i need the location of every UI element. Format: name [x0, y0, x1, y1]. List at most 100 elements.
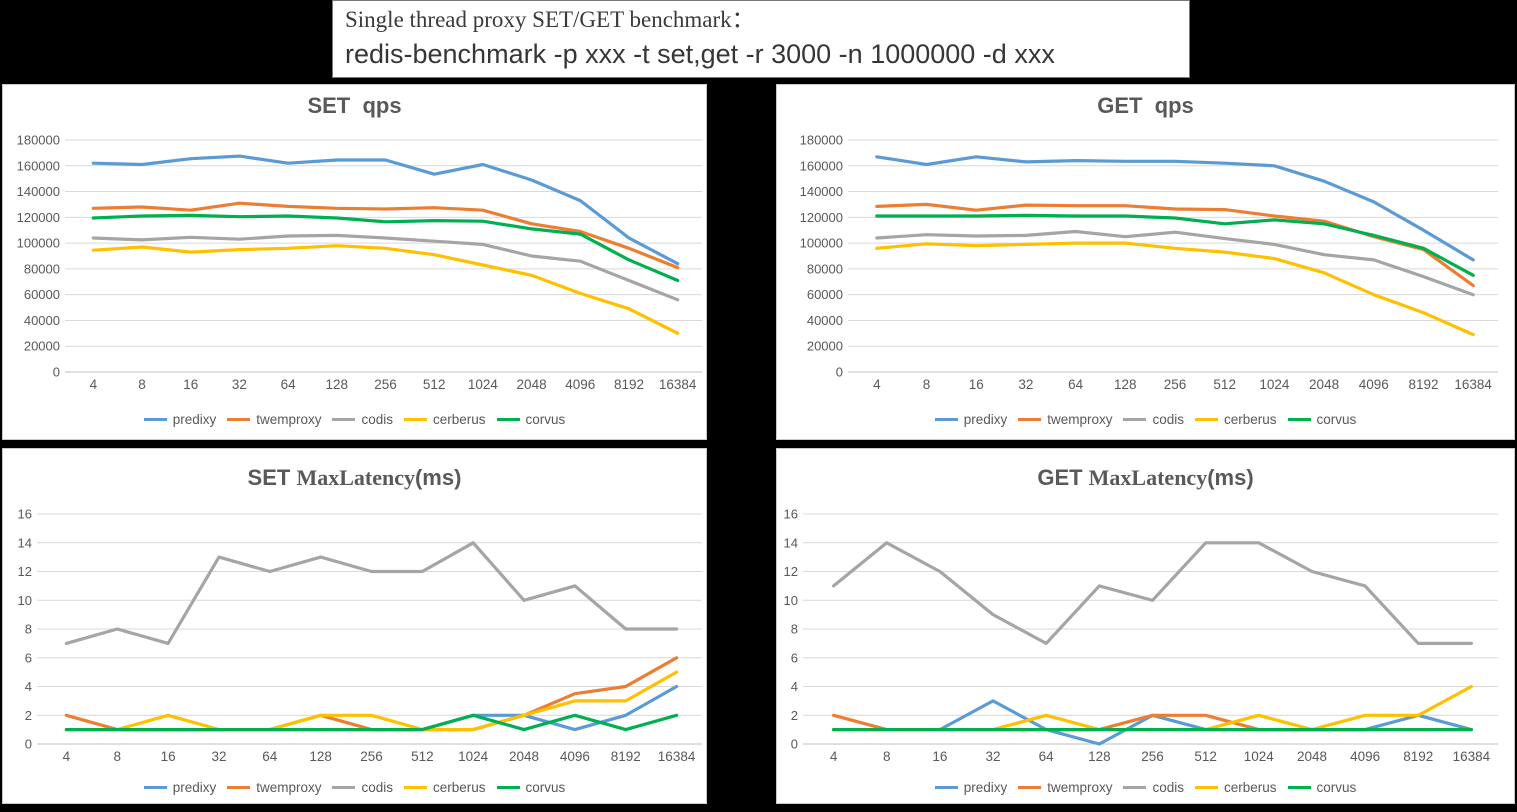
legend-label: predixy	[963, 780, 1008, 795]
legend-get-qps: predixy twemproxy codis cerberus corvus	[777, 412, 1514, 427]
chart-title-part: (ms)	[414, 465, 462, 490]
legend-item-codis: codis	[1123, 412, 1184, 427]
x-axis-tick-label: 128	[1088, 749, 1111, 764]
chart-panel-get-maxlatency: GET MaxLatency(ms) 0 2 4 6 8 10 12 14 16 4 8 16 32 64…	[776, 448, 1515, 804]
x-axis-tick-label: 2048	[517, 377, 547, 392]
x-axis-tick-label: 8	[114, 749, 122, 764]
x-axis-tick-label: 1024	[1244, 749, 1275, 764]
x-axis-tick-label: 16	[932, 749, 947, 764]
y-axis-tick-label: 16	[784, 507, 798, 522]
y-axis-tick-label: 160000	[800, 158, 843, 173]
legend-label: cerberus	[1224, 412, 1277, 427]
title-box: Single thread proxy SET/GET benchmark： r…	[332, 0, 1190, 78]
chart-title-part: GET	[1037, 465, 1089, 490]
y-axis-tick-label: 16	[18, 507, 32, 522]
x-axis-tick-label: 32	[232, 377, 247, 392]
legend-item-twemproxy: twemproxy	[227, 412, 321, 427]
legend-label: twemproxy	[256, 412, 322, 427]
x-axis-tick-label: 512	[1194, 749, 1217, 764]
legend-swatch-twemproxy	[227, 417, 251, 422]
get-maxlatency-plot: 0 2 4 6 8 10 12 14 16 4 8 16 32 64 128 256 512 1024 2048 40…	[784, 507, 1498, 764]
legend-swatch-corvus	[496, 785, 520, 790]
chart-title-get-maxlatency: GET MaxLatency(ms)	[777, 465, 1514, 491]
get-qps-plot: 0 20000 40000 60000 80000 100000 120000 140000 1…	[800, 133, 1498, 392]
y-axis-tick-label: 0	[791, 737, 798, 752]
series-line-codis	[91, 233, 680, 302]
x-axis-tick-label: 8192	[614, 377, 644, 392]
legend-label: predixy	[172, 780, 217, 795]
legend-set-qps: predixy twemproxy codis cerberus corvus	[3, 412, 706, 427]
x-axis-tick-label: 4096	[1350, 749, 1380, 764]
series-line-codis	[64, 541, 679, 645]
legend-swatch-twemproxy	[1018, 417, 1042, 422]
legend-label: predixy	[172, 412, 217, 427]
y-axis-tick-label: 60000	[807, 287, 843, 302]
legend-label: corvus	[1316, 780, 1357, 795]
x-axis-tick-label: 128	[326, 377, 349, 392]
x-axis-tick-label: 32	[986, 749, 1001, 764]
series-line-cerberus	[64, 670, 679, 732]
legend-item-predixy: predixy	[934, 780, 1008, 795]
y-axis-tick-label: 40000	[24, 313, 60, 328]
legend-swatch-codis	[332, 785, 356, 790]
set-maxlatency-plot: 0 2 4 6 8 10 12 14 16 4 8 16 32 64 128 256 512 1024 2048 40…	[18, 507, 702, 764]
x-axis-tick-label: 256	[374, 377, 397, 392]
legend-item-twemproxy: twemproxy	[1018, 780, 1112, 795]
x-axis-tick-label: 64	[262, 749, 278, 764]
chart-panel-set-maxlatency: SET MaxLatency(ms) 0 2 4 6 8 10 12 14 16 4 8 16 32 64…	[2, 448, 707, 804]
x-axis-tick-label: 2048	[1309, 377, 1339, 392]
x-axis-tick-label: 16	[161, 749, 176, 764]
x-axis-tick-label: 4096	[560, 749, 590, 764]
legend-swatch-corvus	[1287, 417, 1311, 422]
series-line-codis	[875, 229, 1475, 297]
chart-panel-set-qps: SET qps 0 20000 40000 60000 80000 100000 12000…	[2, 84, 707, 440]
y-axis-tick-label: 12	[784, 564, 798, 579]
legend-label: cerberus	[1224, 780, 1277, 795]
legend-swatch-predixy	[934, 785, 958, 790]
x-axis-tick-label: 4096	[565, 377, 595, 392]
title-line-command: redis-benchmark -p xxx -t set,get -r 300…	[345, 39, 1055, 69]
y-axis-tick-label: 120000	[17, 210, 60, 225]
legend-set-maxlatency: predixy twemproxy codis cerberus corvus	[3, 780, 706, 795]
legend-item-predixy: predixy	[934, 412, 1007, 427]
y-axis-tick-label: 20000	[807, 339, 843, 354]
y-axis-tick-label: 14	[784, 535, 798, 550]
x-axis-tick-label: 8192	[611, 749, 641, 764]
series-line-predixy	[91, 154, 680, 266]
legend-item-corvus: corvus	[1287, 412, 1356, 427]
x-axis-tick-label: 16384	[659, 377, 697, 392]
x-axis-tick-label: 16	[183, 377, 198, 392]
x-axis-tick-label: 256	[1164, 377, 1187, 392]
x-axis-tick-label: 1024	[468, 377, 499, 392]
x-axis-tick-label: 64	[1039, 749, 1055, 764]
series-line-cerberus	[91, 244, 680, 335]
y-axis-tick-label: 0	[25, 737, 32, 752]
chart-panel-get-qps: GET qps 0 20000 40000 60000 80000 100000 12000…	[776, 84, 1515, 440]
series-line-predixy	[875, 155, 1475, 262]
x-axis-tick-label: 128	[309, 749, 332, 764]
legend-label: codis	[1152, 412, 1184, 427]
x-axis-tick-label: 8192	[1408, 377, 1438, 392]
y-axis-tick-label: 100000	[17, 236, 60, 251]
x-axis-tick-label: 8	[923, 377, 931, 392]
series-line-predixy	[831, 699, 1474, 746]
x-axis-tick-label: 64	[1068, 377, 1084, 392]
y-axis-tick-label: 2	[791, 708, 798, 723]
x-axis-tick-label: 4	[830, 749, 838, 764]
x-axis-tick-label: 8192	[1403, 749, 1433, 764]
chart-title-part: GET qps	[1097, 93, 1194, 118]
x-axis-tick-label: 32	[1018, 377, 1033, 392]
legend-swatch-codis	[1123, 417, 1147, 422]
chart-title-part: SET qps	[307, 93, 402, 118]
y-axis-tick-label: 0	[53, 365, 60, 380]
chart-title-set-qps: SET qps	[3, 93, 706, 119]
y-axis-tick-label: 8	[791, 622, 798, 637]
x-axis-tick-label: 1024	[458, 749, 489, 764]
legend-swatch-predixy	[143, 785, 167, 790]
y-axis-tick-label: 80000	[24, 261, 60, 276]
legend-swatch-twemproxy	[1018, 785, 1042, 790]
legend-item-codis: codis	[332, 780, 393, 795]
legend-item-corvus: corvus	[1287, 780, 1357, 795]
legend-item-predixy: predixy	[143, 780, 217, 795]
legend-item-cerberus: cerberus	[404, 780, 486, 795]
